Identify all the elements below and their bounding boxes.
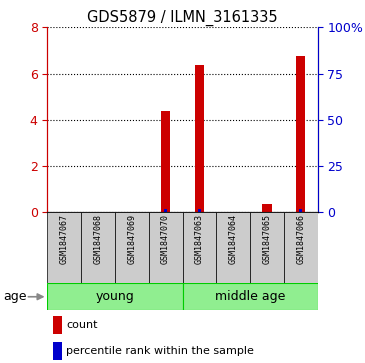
Text: GSM1847063: GSM1847063 (195, 215, 204, 265)
Bar (262, 204, 272, 212)
Bar (164, 209, 167, 212)
Bar (115, 212, 149, 283)
Text: GSM1847065: GSM1847065 (262, 215, 272, 265)
Bar (47, 212, 81, 283)
Bar (182, 212, 216, 283)
Text: count: count (66, 320, 98, 330)
Text: GSM1847067: GSM1847067 (60, 215, 69, 265)
Text: middle age: middle age (215, 290, 285, 303)
Bar (198, 209, 201, 212)
Bar (250, 212, 284, 283)
Bar (182, 283, 318, 310)
Text: age: age (4, 290, 27, 303)
Text: GSM1847070: GSM1847070 (161, 215, 170, 265)
Bar (47, 283, 182, 310)
Text: young: young (96, 290, 134, 303)
Bar (161, 110, 170, 212)
Bar (149, 212, 182, 283)
Text: GSM1847068: GSM1847068 (93, 215, 103, 265)
Bar (53, 342, 62, 360)
Text: GSM1847069: GSM1847069 (127, 215, 137, 265)
Text: percentile rank within the sample: percentile rank within the sample (66, 346, 254, 356)
Title: GDS5879 / ILMN_3161335: GDS5879 / ILMN_3161335 (87, 10, 278, 26)
Bar (299, 209, 302, 212)
Bar (81, 212, 115, 283)
Text: GSM1847066: GSM1847066 (296, 215, 305, 265)
Bar (296, 56, 306, 212)
Bar (216, 212, 250, 283)
Bar (53, 315, 62, 334)
Bar (284, 212, 318, 283)
Text: GSM1847064: GSM1847064 (228, 215, 238, 265)
Bar (195, 65, 204, 212)
